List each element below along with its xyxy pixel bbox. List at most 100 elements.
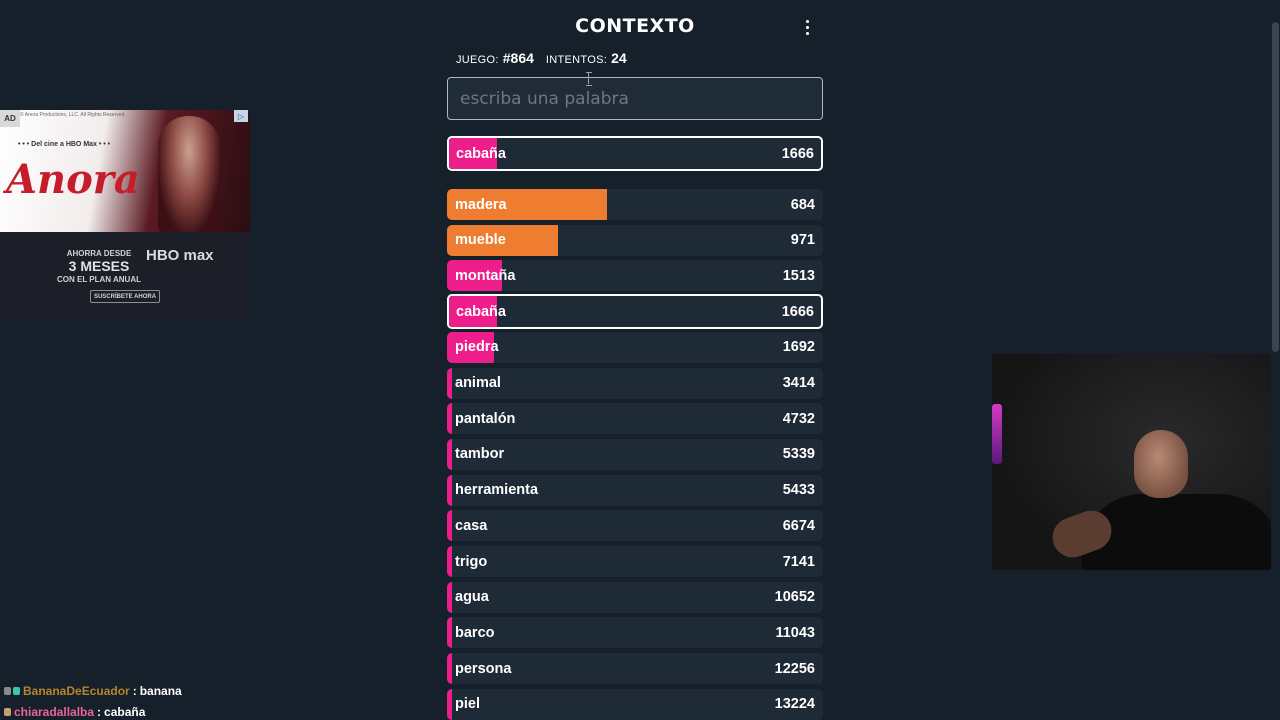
word-input[interactable]: [447, 77, 823, 120]
guess-row: agua 10652: [447, 581, 823, 613]
guess-bar: [447, 510, 452, 542]
guess-row: piedra 1692: [447, 331, 823, 363]
guess-row: persona 12256: [447, 653, 823, 685]
guess-bar: [447, 438, 452, 470]
guess-rank: 5339: [782, 446, 815, 463]
ad-subscribe-button[interactable]: SUSCRÍBETE AHORA: [90, 290, 160, 303]
guess-bar: [447, 189, 607, 220]
adchoices-icon[interactable]: ▷: [234, 110, 248, 122]
game-number: #864: [502, 50, 534, 66]
guess-word: animal: [455, 375, 501, 391]
chat-overlay: BananaDeEcuador: banana chiaradallalba: cab…: [4, 680, 304, 720]
guess-row: pantalón 4732: [447, 403, 823, 435]
guess-rank: 10652: [774, 589, 815, 606]
ad-tagline: • • • Del cine a HBO Max • • •: [18, 141, 111, 148]
guess-row: piel 13224: [447, 688, 823, 720]
ad-offer: AHORRA DESDE 3 MESES CON EL PLAN ANUAL: [56, 248, 142, 285]
last-guess-row: cabaña 1666: [447, 136, 823, 171]
webcam-light: [992, 404, 1002, 464]
last-guess-bar: [449, 138, 498, 169]
guess-word: mueble: [455, 232, 506, 249]
guess-rank: 13224: [774, 696, 815, 713]
scrollbar-thumb[interactable]: [1272, 22, 1279, 352]
chat-message: chiaradallalba: cabaña: [4, 701, 304, 720]
guess-bar: [447, 367, 452, 399]
guess-bar: [447, 581, 452, 613]
webcam-person-head: [1134, 430, 1188, 498]
webcam-person-body: [1082, 494, 1280, 570]
guess-row: montaña 1513: [447, 260, 823, 292]
webcam-overlay: [992, 354, 1280, 570]
chat-username: chiaradallalba: [14, 704, 95, 719]
chat-text: banana: [139, 683, 182, 698]
guess-rank: 1666: [781, 303, 814, 320]
guess-bar: [447, 653, 452, 685]
game-label: JUEGO:: [456, 54, 499, 66]
guess-word: pantalón: [455, 410, 516, 427]
guess-rank: 4732: [782, 410, 815, 427]
guess-bar: [447, 260, 503, 292]
guess-rank: 11043: [775, 624, 815, 641]
guess-rank: 7141: [782, 553, 815, 570]
guess-row: barco 11043: [447, 617, 823, 649]
guess-rank: 1692: [782, 339, 815, 356]
ad-badge: AD: [0, 110, 20, 127]
advertisement[interactable]: © Anora Productions, LLC. All Rights Res…: [0, 110, 250, 318]
contexto-app: CONTEXTO JUEGO: #864 INTENTOS: 24 cabaña…: [446, 0, 824, 720]
guess-word: herramienta: [455, 482, 539, 499]
chat-badge-icon: [4, 686, 20, 695]
ad-legal-text: © Anora Productions, LLC. All Rights Res…: [20, 112, 126, 118]
guess-row: herramienta 5433: [447, 474, 823, 506]
guess-rank: 6674: [782, 517, 815, 534]
last-guess-rank: 1666: [781, 145, 814, 162]
guess-row: animal 3414: [447, 367, 823, 399]
attempts-label: INTENTOS:: [545, 54, 608, 66]
guess-word: persona: [455, 660, 512, 677]
more-options-icon[interactable]: [800, 16, 814, 38]
guess-bar: [447, 403, 452, 435]
last-guess-word: cabaña: [456, 145, 506, 162]
guess-rank: 12256: [774, 660, 815, 677]
ad-offer-line1: AHORRA DESDE: [66, 249, 132, 258]
guess-bar: [447, 474, 452, 506]
guess-word: agua: [455, 589, 489, 606]
ad-person-image: [158, 116, 220, 232]
guess-bar: [447, 546, 452, 577]
mouse-cursor-icon: [586, 72, 592, 86]
game-stats: JUEGO: #864 INTENTOS: 24: [456, 50, 635, 68]
guess-rank: 684: [790, 196, 815, 213]
guess-word: piedra: [455, 339, 499, 356]
ad-logo: Anora: [6, 156, 140, 203]
guess-bar: [447, 617, 452, 649]
guess-row: tambor 5339: [447, 438, 823, 470]
guess-word: barco: [455, 624, 495, 641]
guess-word: cabaña: [456, 303, 506, 320]
chat-badge-icon: [4, 707, 11, 716]
guess-row: casa 6674: [447, 510, 823, 542]
chat-message: BananaDeEcuador: banana: [4, 680, 304, 701]
ad-offer-line2: CON EL PLAN ANUAL: [57, 275, 141, 284]
guess-word: montaña: [455, 267, 516, 284]
guess-rank: 5433: [782, 482, 815, 499]
chat-username: BananaDeEcuador: [23, 683, 130, 698]
guess-word: tambor: [455, 446, 505, 463]
guess-word: casa: [455, 517, 488, 534]
guess-bar: [447, 224, 558, 256]
guess-bar: [447, 688, 452, 720]
guess-row: cabaña 1666: [447, 294, 823, 330]
guess-word: piel: [455, 696, 480, 713]
guess-bar: [449, 296, 498, 328]
guess-rank: 3414: [782, 375, 815, 391]
guess-word: trigo: [455, 553, 488, 570]
ad-bottom-panel: [0, 232, 250, 318]
attempts-count: 24: [611, 50, 627, 66]
scrollbar[interactable]: [1271, 0, 1280, 720]
chat-text: cabaña: [104, 704, 146, 719]
guess-row: madera 684: [447, 189, 823, 220]
guess-bar: [447, 331, 494, 363]
guess-row: mueble 971: [447, 224, 823, 256]
guess-word: madera: [455, 196, 507, 213]
guess-rank: 971: [790, 232, 815, 249]
page-title: CONTEXTO: [575, 15, 695, 37]
header: CONTEXTO: [446, 12, 824, 42]
